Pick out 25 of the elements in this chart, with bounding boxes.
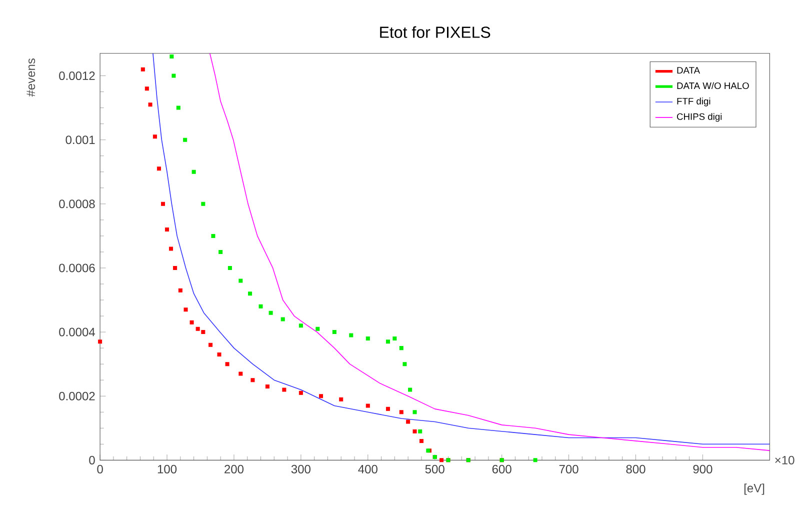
x-tick-label: 600	[492, 465, 512, 474]
y-tick-label: 0	[89, 456, 95, 465]
y-tick-label: 0.0008	[59, 200, 95, 208]
x-tick-label: 500	[425, 465, 444, 474]
y-axis-title: #evens	[26, 58, 36, 97]
x-tick-label: 0	[97, 465, 103, 474]
x-tick-label: 400	[358, 465, 378, 474]
chart-title: Etot for PIXELS	[380, 26, 490, 38]
x-axis-title: [eV]	[744, 484, 764, 495]
y-tick-label: 0.001	[66, 136, 95, 144]
x-tick-label: 800	[626, 465, 646, 474]
legend-label: DATA	[677, 67, 700, 74]
text: ×10	[775, 456, 794, 465]
x-tick-label: 700	[559, 465, 578, 474]
y-tick-label: 0.0006	[59, 264, 95, 272]
y-tick-label: 0.0012	[59, 72, 95, 80]
x-tick-label: 300	[291, 465, 310, 474]
y-tick-label: 0.0002	[59, 392, 95, 401]
legend-label: FTF digi	[677, 98, 710, 107]
legend-label: CHIPS digi	[677, 113, 722, 122]
x-tick-label: 200	[224, 465, 244, 474]
x-tick-label: 900	[693, 465, 712, 474]
legend-label: DATA W/O HALO	[677, 82, 749, 90]
x-tick-label: 100	[158, 465, 177, 474]
y-tick-label: 0.0004	[59, 328, 95, 337]
